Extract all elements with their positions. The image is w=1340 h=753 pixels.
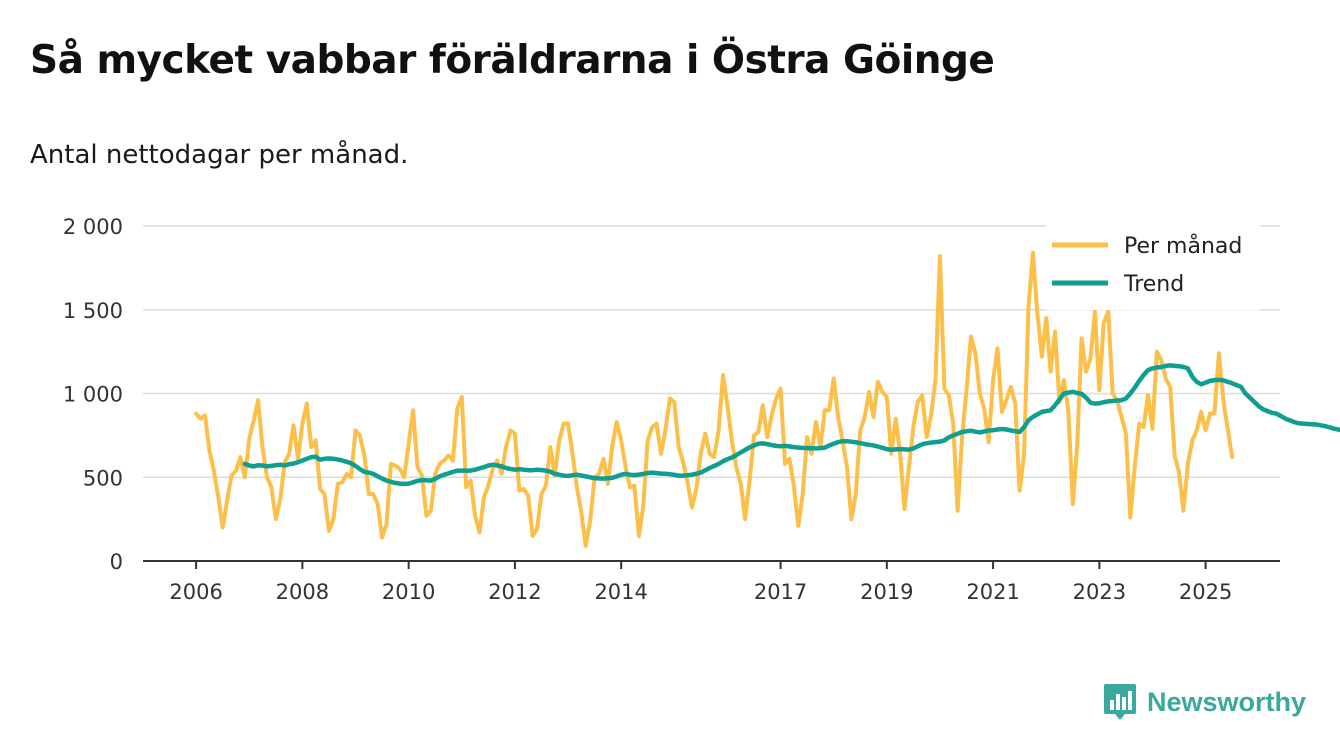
y-tick-label: 1 500	[63, 299, 123, 323]
x-tick-label: 2006	[169, 580, 222, 604]
y-tick-label: 500	[83, 466, 123, 490]
y-tick-label: 2 000	[63, 215, 123, 239]
legend-background	[1046, 222, 1260, 310]
legend-label-trend: Trend	[1123, 272, 1184, 297]
x-tick-label: 2008	[276, 580, 329, 604]
x-tick-label: 2012	[488, 580, 541, 604]
y-axis-ticks: 0 500 1 000 1 500 2 000	[63, 215, 123, 574]
x-tick-label: 2014	[594, 580, 647, 604]
brand[interactable]: Newsworthy	[1103, 682, 1306, 722]
newsworthy-logo-icon	[1104, 684, 1136, 720]
x-tick-label: 2021	[966, 580, 1019, 604]
x-axis-ticks: 2006 2008 2010 2012 2014 2017 2019 2021 2023 2025	[169, 561, 1232, 604]
legend: Per månad Trend	[1046, 222, 1260, 310]
chart-subtitle: Antal nettodagar per månad.	[30, 140, 409, 170]
brand-name: Newsworthy	[1147, 686, 1307, 717]
x-tick-label: 2010	[382, 580, 435, 604]
chart-title: Så mycket vabbar föräldrarna i Östra Göi…	[30, 38, 995, 83]
y-tick-label: 0	[110, 550, 123, 574]
series-lines	[194, 250, 1340, 548]
x-tick-label: 2017	[754, 580, 807, 604]
x-tick-label: 2025	[1179, 580, 1232, 604]
y-tick-label: 1 000	[63, 383, 123, 407]
series-line-trend	[242, 363, 1340, 487]
x-tick-label: 2019	[860, 580, 913, 604]
x-tick-label: 2023	[1073, 580, 1126, 604]
legend-label-per-manad: Per månad	[1124, 233, 1242, 259]
